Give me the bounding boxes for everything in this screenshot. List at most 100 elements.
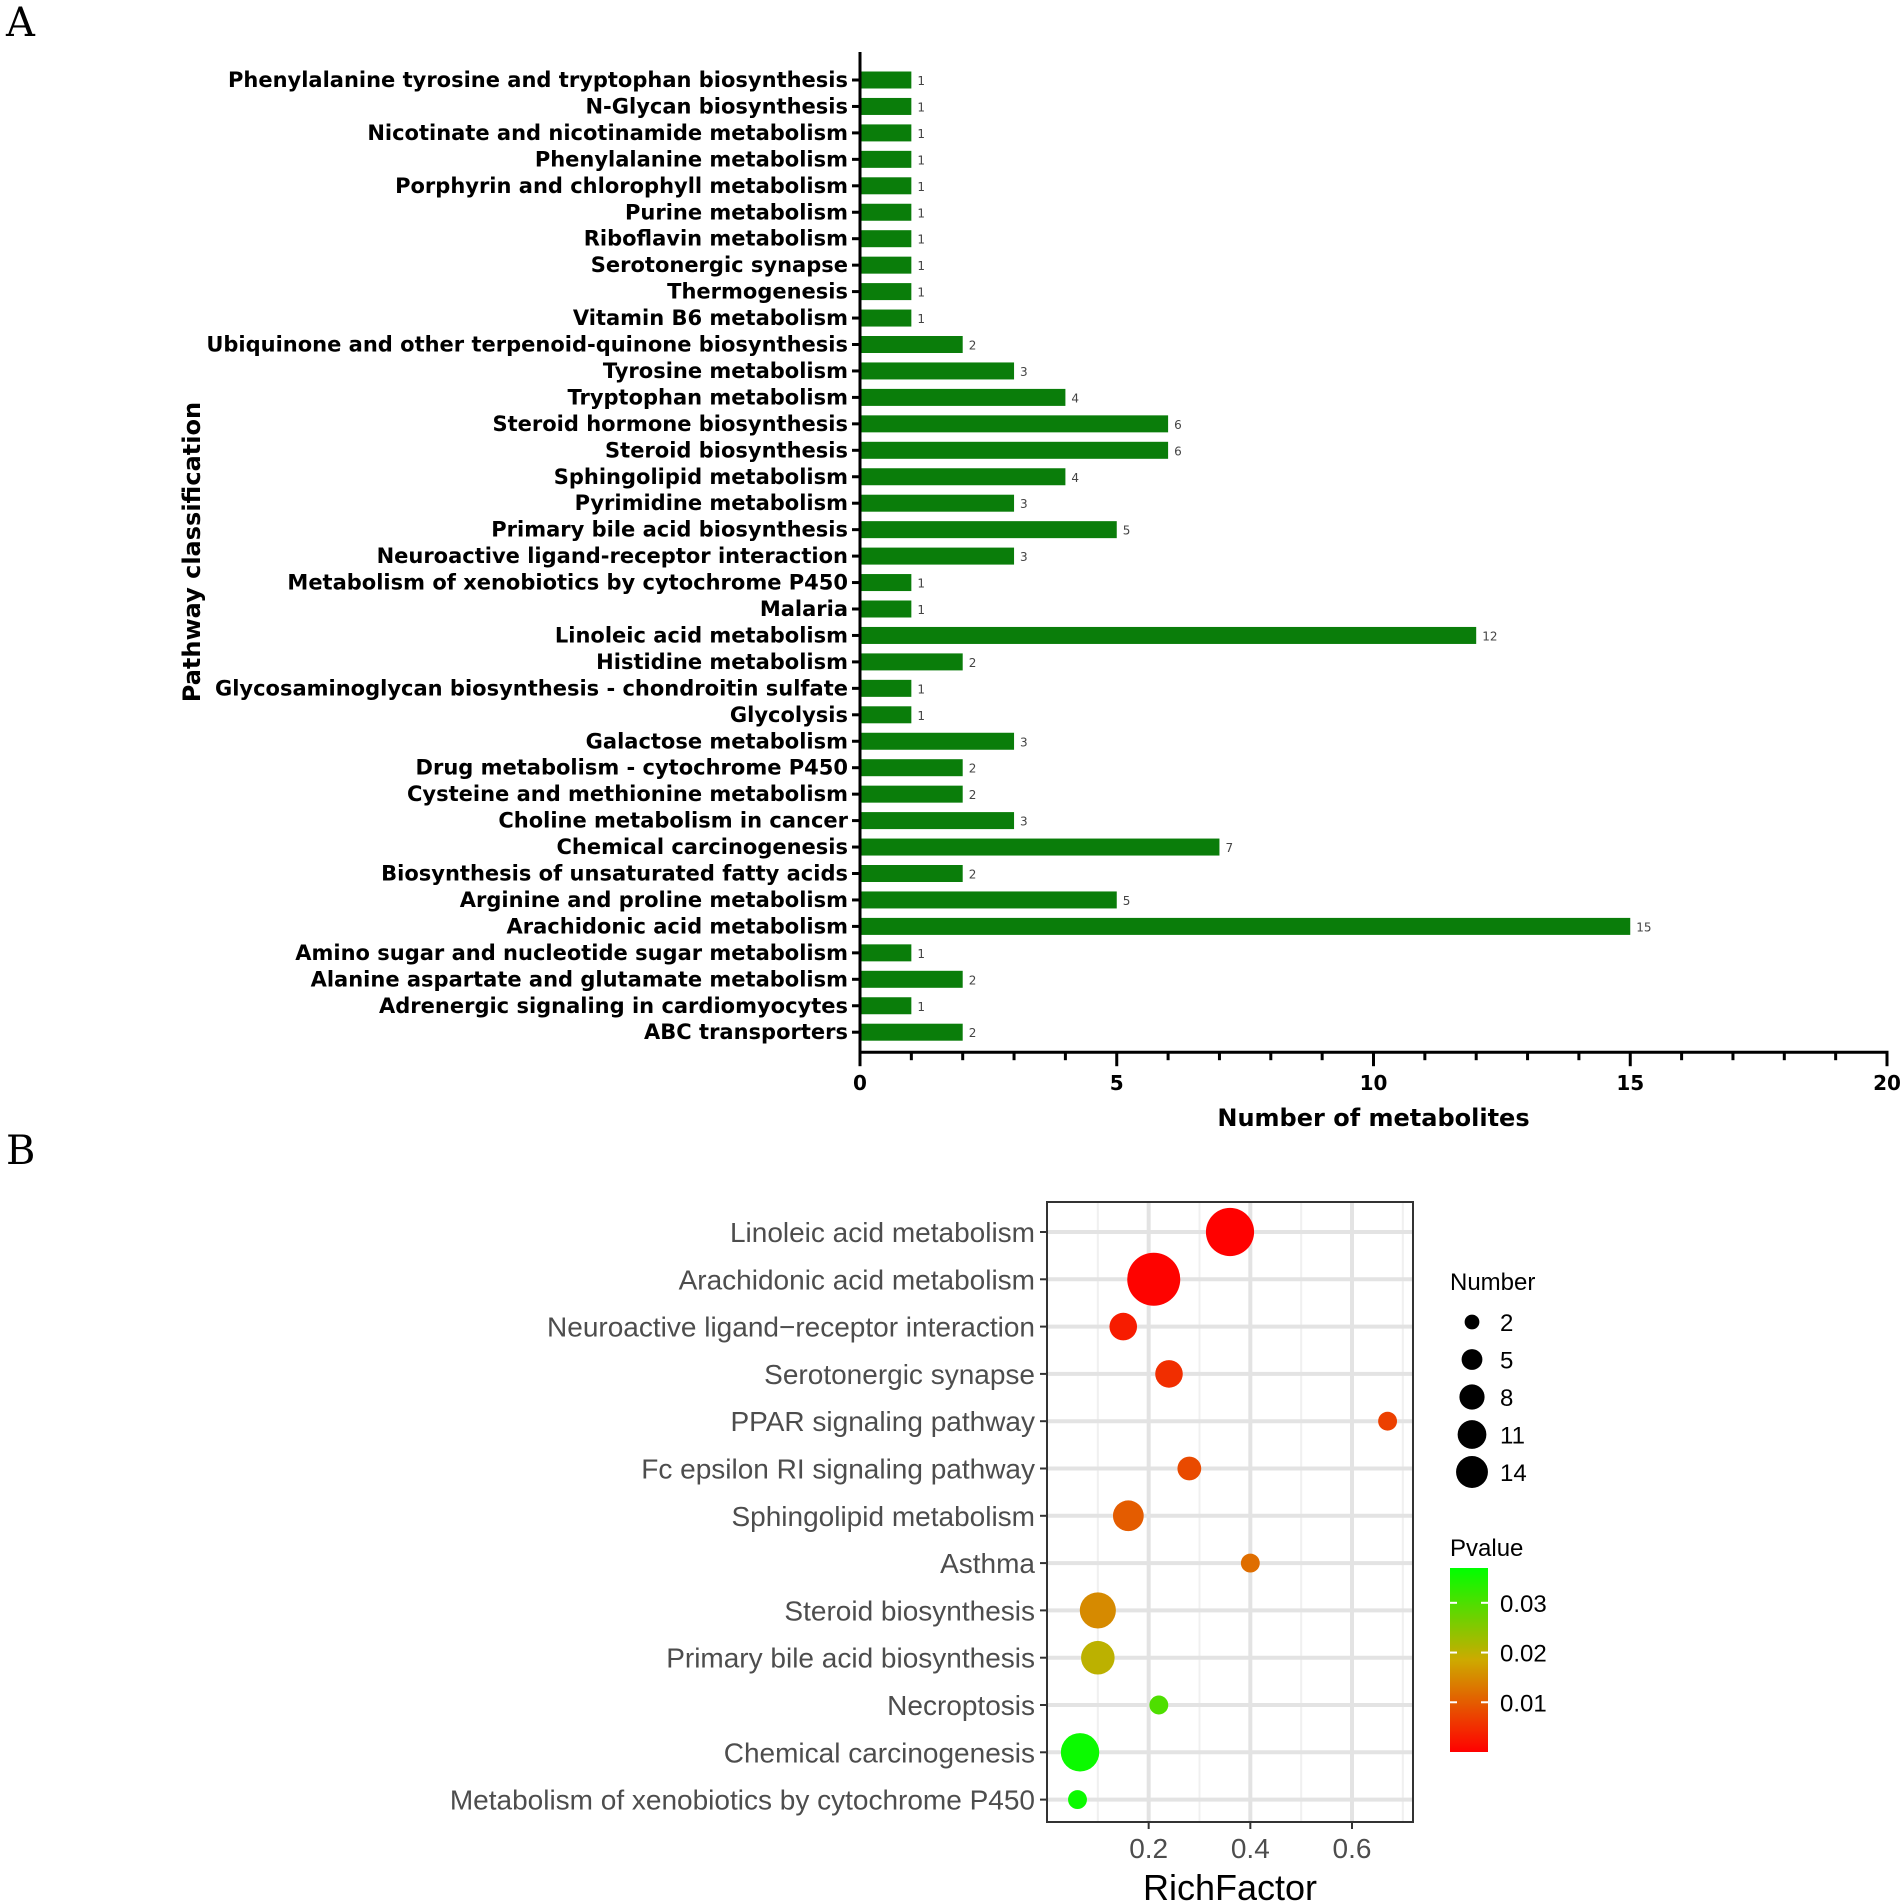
- a-bar: [861, 1023, 963, 1041]
- b-color-legend-title: Pvalue: [1450, 1535, 1523, 1562]
- a-category-label: Chemical carcinogenesis: [557, 835, 848, 859]
- a-category-label: Tyrosine metabolism: [603, 359, 848, 383]
- a-x-tick-label: 15: [1616, 1071, 1644, 1095]
- a-category-label: Porphyrin and chlorophyll metabolism: [395, 174, 848, 198]
- a-category-label: ABC transporters: [644, 1020, 848, 1044]
- a-bar-value-label: 3: [1020, 815, 1028, 829]
- b-size-legend-label: 2: [1500, 1310, 1513, 1337]
- a-category-label: Malaria: [760, 597, 848, 621]
- b-point: [1060, 1733, 1100, 1772]
- b-color-legend-label: 0.01: [1500, 1690, 1547, 1717]
- a-bar: [861, 997, 912, 1015]
- b-size-legend-key: [1461, 1349, 1483, 1370]
- a-bar: [861, 547, 1015, 565]
- a-category-label: Purine metabolism: [625, 200, 848, 224]
- a-x-tick-label: 5: [1110, 1071, 1124, 1095]
- b-category-label: Arachidonic acid metabolism: [679, 1264, 1035, 1295]
- b-point: [1177, 1456, 1202, 1481]
- b-plot-area: [1047, 1202, 1413, 1822]
- a-bar-value-label: 3: [1020, 497, 1028, 511]
- b-size-legend-key: [1457, 1420, 1487, 1449]
- b-size-legend-label: 5: [1500, 1348, 1513, 1375]
- a-bar: [861, 891, 1117, 909]
- a-category-label: Cysteine and methionine metabolism: [407, 782, 848, 806]
- a-category-label: Phenylalanine metabolism: [535, 147, 848, 171]
- a-bar: [861, 944, 912, 962]
- a-bar-value-label: 2: [969, 1026, 977, 1040]
- b-category-label: Primary bile acid biosynthesis: [666, 1643, 1035, 1674]
- a-bar: [861, 600, 912, 618]
- a-bar-value-label: 12: [1482, 629, 1497, 643]
- a-bar: [861, 388, 1066, 406]
- a-bar-value-label: 3: [1020, 550, 1028, 564]
- a-bar-value-label: 7: [1225, 841, 1233, 855]
- b-point: [1079, 1592, 1116, 1629]
- a-bar-value-label: 1: [917, 74, 925, 88]
- a-bar: [861, 838, 1220, 856]
- b-size-legend-label: 8: [1500, 1385, 1513, 1412]
- a-bar-value-label: 1: [917, 577, 925, 591]
- b-point: [1149, 1695, 1169, 1715]
- a-bar: [861, 177, 912, 195]
- a-bar-value-label: 1: [917, 233, 925, 247]
- a-bar: [861, 626, 1477, 644]
- a-x-tick-label: 10: [1360, 1071, 1388, 1095]
- a-bar: [861, 150, 912, 168]
- a-bar: [861, 256, 912, 274]
- a-category-label: Metabolism of xenobiotics by cytochrome …: [287, 571, 848, 595]
- a-bar-value-label: 15: [1636, 920, 1651, 934]
- a-bar-value-label: 3: [1020, 735, 1028, 749]
- panel-a-letter: A: [5, 0, 36, 46]
- b-category-label: Linoleic acid metabolism: [730, 1217, 1035, 1248]
- a-bar: [861, 865, 963, 882]
- a-category-label: Steroid hormone biosynthesis: [492, 412, 848, 436]
- a-bar: [861, 415, 1169, 433]
- a-bar: [861, 970, 963, 988]
- b-category-label: Neuroactive ligand−receptor interaction: [547, 1312, 1035, 1343]
- a-category-label: Choline metabolism in cancer: [498, 809, 848, 833]
- a-bar-value-label: 2: [969, 973, 977, 987]
- a-bar-value-label: 3: [1020, 365, 1028, 379]
- a-bar: [861, 917, 1631, 935]
- a-bar: [861, 759, 963, 777]
- b-category-label: Serotonergic synapse: [764, 1359, 1035, 1390]
- b-x-axis-title: RichFactor: [1143, 1867, 1317, 1903]
- b-color-legend-label: 0.02: [1500, 1641, 1547, 1668]
- a-bar: [861, 336, 963, 353]
- a-bar-value-label: 4: [1071, 471, 1079, 485]
- a-y-axis-title: Pathway classification: [178, 402, 206, 702]
- a-bar-value-label: 1: [917, 100, 925, 114]
- a-category-label: Amino sugar and nucleotide sugar metabol…: [295, 941, 848, 965]
- b-point: [1112, 1500, 1144, 1532]
- a-bar-value-label: 1: [917, 709, 925, 723]
- a-x-tick-label: 20: [1873, 1071, 1901, 1095]
- a-category-label: Arachidonic acid metabolism: [507, 914, 848, 938]
- a-category-label: Vitamin B6 metabolism: [573, 306, 848, 330]
- a-category-label: Steroid biosynthesis: [605, 438, 848, 462]
- a-bar-value-label: 1: [917, 682, 925, 696]
- a-bar: [861, 441, 1169, 459]
- a-category-label: Riboflavin metabolism: [584, 227, 848, 251]
- a-bar: [861, 706, 912, 724]
- a-bar-value-label: 1: [917, 947, 925, 961]
- a-category-label: Pyrimidine metabolism: [575, 491, 848, 515]
- b-x-tick-label: 0.6: [1333, 1833, 1372, 1864]
- b-size-legend-title: Number: [1450, 1269, 1535, 1296]
- a-bar-value-label: 2: [969, 788, 977, 802]
- a-bar: [861, 468, 1066, 486]
- a-category-label: Phenylalanine tyrosine and tryptophan bi…: [228, 68, 848, 92]
- b-point: [1068, 1790, 1087, 1810]
- b-x-tick-label: 0.2: [1129, 1833, 1168, 1864]
- b-x-tick-label: 0.4: [1231, 1833, 1270, 1864]
- a-category-label: Primary bile acid biosynthesis: [491, 518, 848, 542]
- a-bar: [861, 283, 912, 301]
- a-bar-value-label: 2: [969, 762, 977, 776]
- panel-b-letter: B: [6, 1128, 35, 1174]
- chart-b-bubble: Linoleic acid metabolism Arachidonic acid…: [450, 1201, 1547, 1903]
- b-point: [1127, 1252, 1181, 1306]
- a-bar: [861, 230, 912, 248]
- b-point: [1109, 1312, 1138, 1341]
- b-color-legend-bar: [1450, 1568, 1488, 1752]
- b-size-legend-label: 14: [1500, 1460, 1527, 1487]
